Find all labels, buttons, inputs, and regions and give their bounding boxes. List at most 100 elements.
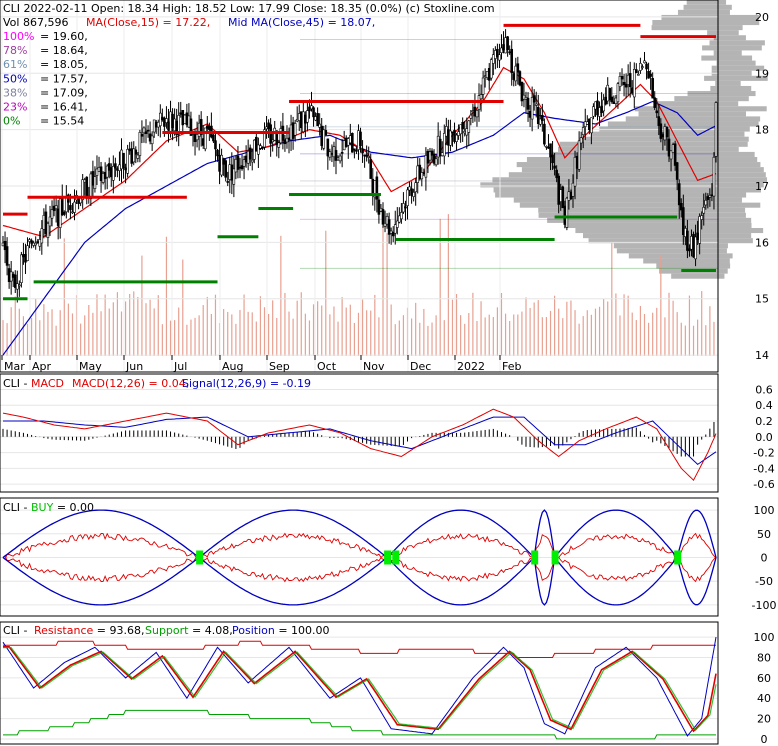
macd-name: MACD [31,377,64,390]
candle-body [255,136,258,152]
candle-body [567,191,571,201]
candle-body [171,113,174,129]
fib-pct-label: 38% [3,86,27,99]
candle-body [285,137,289,143]
position-label: Position = 100.00 [232,624,330,637]
ma15-label: MA(Close,15) = 17.22, [86,16,210,29]
candle-body [338,155,342,162]
candle-body [467,120,471,133]
candle-body [412,192,415,197]
candle-body [398,215,401,223]
volume-profile-bar-outer [718,30,739,36]
candle-body [112,166,115,181]
volume-profile-bar [671,273,718,279]
candle-body [214,140,217,150]
candle-body [122,152,125,168]
candle-body [514,65,518,82]
position-value: = 100.00 [278,624,329,637]
candle-body [620,76,624,80]
candle-body [97,167,101,172]
candle-body [353,148,356,151]
volume-profile-bar [628,253,718,259]
candle-body [134,149,138,155]
candle-body [430,150,434,156]
candle-body [79,198,82,204]
candle-body [581,127,585,136]
candle-body [146,129,150,132]
candle-body [216,149,219,157]
candle-body [126,149,129,174]
candle-body [665,126,669,138]
candle-body [28,239,31,242]
candle-body [561,186,565,209]
buy-red-lower [2,532,717,562]
candle-body [592,106,595,117]
candle-body [1,242,5,247]
candle-body [385,216,389,225]
candle-body [688,248,691,252]
volume-label: Vol 867,596 [3,16,68,29]
volume-profile-bar-outer [718,156,758,163]
candle-body [140,133,144,137]
candle-body [283,139,287,145]
candle-body [197,122,201,137]
candle-body [469,114,473,119]
volume-bars [2,214,715,356]
candle-body [218,154,221,172]
candle-body [457,131,460,136]
fib-value-label: = 16.41, [40,101,88,114]
candle-body [655,110,659,114]
candle-body [438,138,442,157]
candle-body [208,126,211,130]
candle-body [696,232,699,240]
candle-body [653,97,657,108]
volume-profile-bar-outer [718,202,761,208]
candle-body [447,129,450,146]
candle-body [555,169,558,179]
volume-profile-bar [558,146,718,152]
candle-body [608,88,612,101]
candle-body [132,148,136,163]
candle-body [551,154,554,164]
candle-body [36,241,40,244]
volume-profile-bar [588,238,718,244]
candle-body [575,155,579,169]
candle-body [485,71,489,79]
candle-body [471,110,475,113]
volume-profile-bar-outer [718,96,749,102]
volume-profile-bar [559,141,718,147]
macd-panel-frame [0,373,719,493]
ma45-label: Mid MA(Close,45) = 18.07, [228,16,375,29]
candle-body [426,150,430,164]
candle-body [428,151,432,161]
volume-profile-bar [495,192,718,198]
macd-y-tick: -0.6 [753,478,774,491]
candle-body [512,73,516,80]
rsp-y-axis: 100 80 60 40 20 0 [754,631,775,746]
macd-y-tick: 0.4 [755,399,773,412]
candle-body [408,186,411,191]
candle-body [618,76,622,87]
volume-profile-bar-outer [718,75,768,81]
candle-body [418,164,422,180]
candle-body [553,165,556,169]
candle-body [46,223,50,238]
volume-profile-bar [704,75,718,81]
candle-body [549,143,552,158]
candle-body [475,110,479,118]
candle-body [124,167,127,171]
candle-body [375,176,379,200]
candle-body [424,155,428,178]
volume-profile-bar [711,65,718,71]
buy-markers [196,550,682,565]
candle-body [616,83,620,103]
candle-body [395,220,399,228]
candle-body [481,77,485,95]
price-x-tick: Jun [125,360,143,373]
price-grid [0,0,718,372]
rsp-y-tick: 20 [757,713,771,726]
candle-body [7,268,11,283]
volume-profile-bar [613,243,718,249]
candle-body [277,142,281,148]
resistance-line [3,640,716,658]
